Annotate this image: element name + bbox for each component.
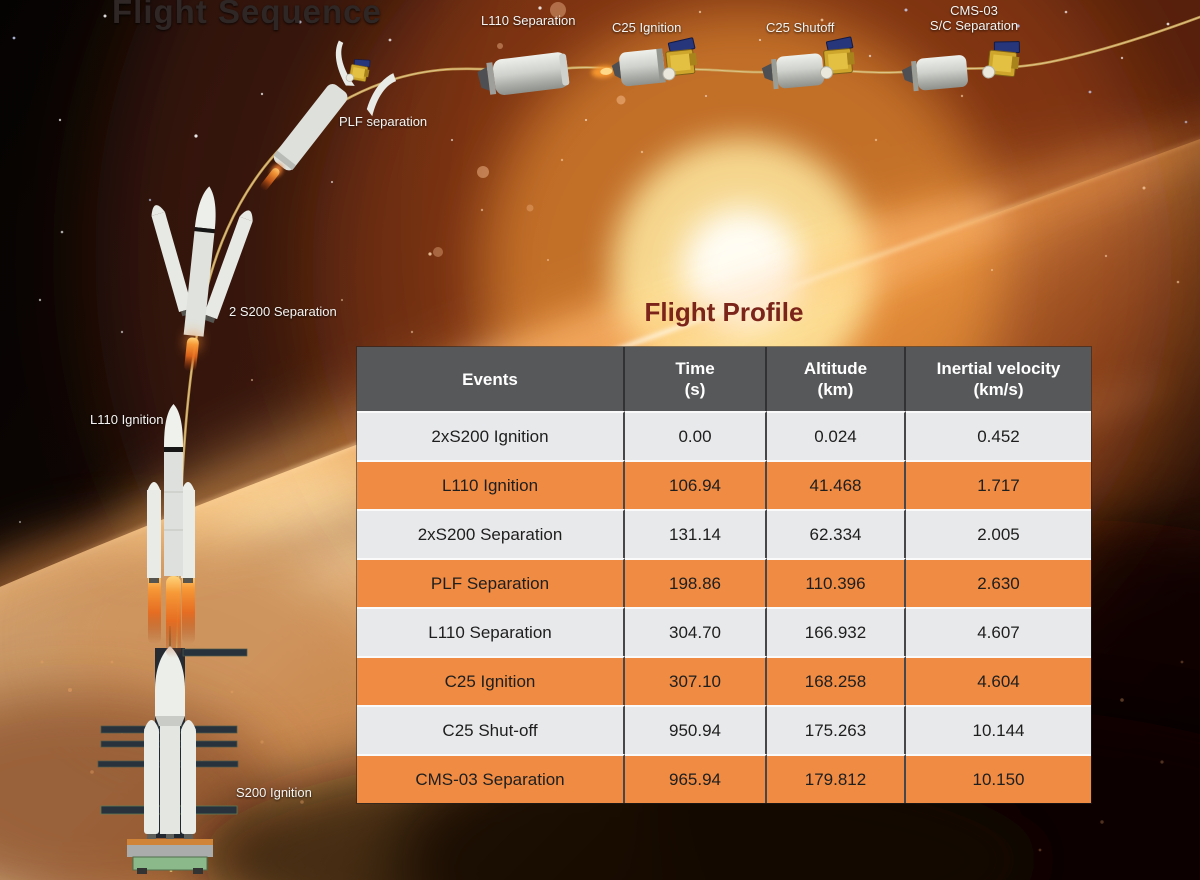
seq-label-plf-separation: PLF separation [339, 114, 428, 129]
cell-time: 965.94 [625, 754, 767, 803]
cell-time: 307.10 [625, 656, 767, 705]
booster-separation-vehicle [151, 186, 253, 372]
cell-time: 0.00 [625, 411, 767, 460]
cell-altitude: 175.263 [767, 705, 906, 754]
c25-shutoff-vehicle [761, 36, 857, 90]
flight-table-row: C25 Shut-off 950.94 175.263 10.144 [357, 705, 1091, 754]
col-header-altitude-label: Altitude [803, 359, 868, 378]
flight-table-row: 2xS200 Ignition 0.00 0.024 0.452 [357, 411, 1091, 460]
col-header-time-unit: (s) [684, 380, 706, 399]
cell-event: 2xS200 Ignition [357, 411, 625, 460]
cell-time: 198.86 [625, 558, 767, 607]
cell-velocity: 2.630 [906, 558, 1091, 607]
flight-table-row: PLF Separation 198.86 110.396 2.630 [357, 558, 1091, 607]
col-header-time-label: Time [675, 359, 715, 378]
seq-label-c25-ignition: C25 Ignition [612, 20, 682, 35]
cell-velocity: 10.144 [906, 705, 1091, 754]
cell-altitude: 110.396 [767, 558, 906, 607]
cell-velocity: 2.005 [906, 509, 1091, 558]
flight-table-row: C25 Ignition 307.10 168.258 4.604 [357, 656, 1091, 705]
cell-altitude: 0.024 [767, 411, 906, 460]
c25-ignition-vehicle [591, 36, 699, 87]
cell-velocity: 4.604 [906, 656, 1091, 705]
cell-velocity: 0.452 [906, 411, 1091, 460]
cell-altitude: 41.468 [767, 460, 906, 509]
cell-time: 304.70 [625, 607, 767, 656]
cell-altitude: 168.258 [767, 656, 906, 705]
cell-time: 131.14 [625, 509, 767, 558]
cell-event: C25 Ignition [357, 656, 625, 705]
cell-event: CMS-03 Separation [357, 754, 625, 803]
cell-event: 2xS200 Separation [357, 509, 625, 558]
flight-table-row: L110 Separation 304.70 166.932 4.607 [357, 607, 1091, 656]
col-header-velocity-label: Inertial velocity [936, 359, 1061, 378]
col-header-altitude-unit: (km) [817, 380, 854, 399]
seq-label-2s200-separation: 2 S200 Separation [229, 304, 337, 319]
flight-table-row: L110 Ignition 106.94 41.468 1.717 [357, 460, 1091, 509]
flight-profile-title: Flight Profile [644, 297, 804, 327]
flight-table-row: CMS-03 Separation 965.94 179.812 10.150 [357, 754, 1091, 803]
ghost-title: Flight Sequence [112, 0, 382, 30]
flight-table-row: 2xS200 Separation 131.14 62.334 2.005 [357, 509, 1091, 558]
col-header-velocity-unit: (km/s) [973, 380, 1024, 399]
col-header-events: Events [357, 347, 625, 411]
cell-time: 106.94 [625, 460, 767, 509]
flight-profile-table: Events Time (s) Altitude (km) Inertial v… [356, 346, 1092, 804]
bokeh-dots [433, 2, 626, 257]
cell-altitude: 166.932 [767, 607, 906, 656]
cell-altitude: 179.812 [767, 754, 906, 803]
flight-table-body: 2xS200 Ignition 0.00 0.024 0.452 L110 Igniti… [357, 411, 1091, 803]
cell-time: 950.94 [625, 705, 767, 754]
col-header-velocity: Inertial velocity (km/s) [906, 347, 1091, 411]
flight-table-header-row: Events Time (s) Altitude (km) Inertial v… [357, 347, 1091, 411]
ascending-rocket [147, 404, 195, 658]
seq-label-l110-ignition: L110 Ignition [90, 412, 164, 427]
cell-event: C25 Shut-off [357, 705, 625, 754]
seq-label-l110-separation: L110 Separation [481, 13, 576, 28]
plf-separation-vehicle [260, 40, 397, 191]
col-header-events-label: Events [462, 369, 518, 389]
cell-event: L110 Ignition [357, 460, 625, 509]
l110-separation-stage [477, 52, 570, 95]
cell-velocity: 4.607 [906, 607, 1091, 656]
seq-label-c25-shutoff: C25 Shutoff [766, 20, 835, 35]
seq-label-s200-ignition: S200 Ignition [236, 785, 312, 800]
cell-altitude: 62.334 [767, 509, 906, 558]
cms03-separation-vehicle [901, 37, 1022, 92]
cell-event: PLF Separation [357, 558, 625, 607]
cell-velocity: 1.717 [906, 460, 1091, 509]
seq-label-cms03-sc-separation: CMS-03 S/C Separation [929, 3, 1019, 33]
col-header-altitude: Altitude (km) [767, 347, 906, 411]
cell-event: L110 Separation [357, 607, 625, 656]
cell-velocity: 10.150 [906, 754, 1091, 803]
launch-pad-vehicle [97, 626, 248, 874]
col-header-time: Time (s) [625, 347, 767, 411]
